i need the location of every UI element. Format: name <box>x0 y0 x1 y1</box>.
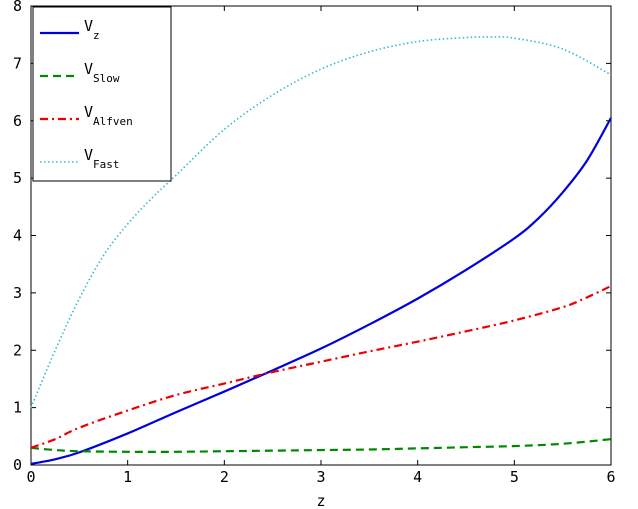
legend-label: VFast <box>84 146 120 171</box>
x-tick-label: 1 <box>123 468 132 486</box>
y-tick-label: 0 <box>13 456 22 474</box>
y-tick-label: 7 <box>13 54 22 72</box>
x-tick-label: 0 <box>26 468 35 486</box>
axis-ticks: 0 1 2 3 4 5 6 0 1 2 3 4 5 6 7 8 <box>13 0 616 486</box>
legend-label: VSlow <box>84 60 120 85</box>
y-tick-label: 1 <box>13 399 22 417</box>
y-tick-label: 8 <box>13 0 22 15</box>
x-tick-label: 4 <box>413 468 422 486</box>
x-tick-label: 6 <box>606 468 615 486</box>
y-tick-label: 3 <box>13 284 22 302</box>
y-tick-label: 6 <box>13 112 22 130</box>
y-tick-label: 2 <box>13 341 22 359</box>
y-tick-label: 4 <box>13 227 22 245</box>
x-tick-label: 2 <box>220 468 229 486</box>
legend-label: Vz <box>84 17 100 42</box>
series-line-slow <box>30 438 612 453</box>
series-line-fast <box>30 36 612 408</box>
series-layer <box>30 36 612 465</box>
series-line-z <box>30 117 612 465</box>
y-tick-label: 5 <box>13 169 22 187</box>
x-tick-label: 3 <box>316 468 325 486</box>
x-tick-label: 5 <box>510 468 519 486</box>
legend-label: VAlfven <box>84 103 133 128</box>
legend-box <box>32 6 172 182</box>
x-axis-label: z <box>316 492 325 509</box>
legend: Vz VSlow VAlfven VFast <box>32 6 172 182</box>
